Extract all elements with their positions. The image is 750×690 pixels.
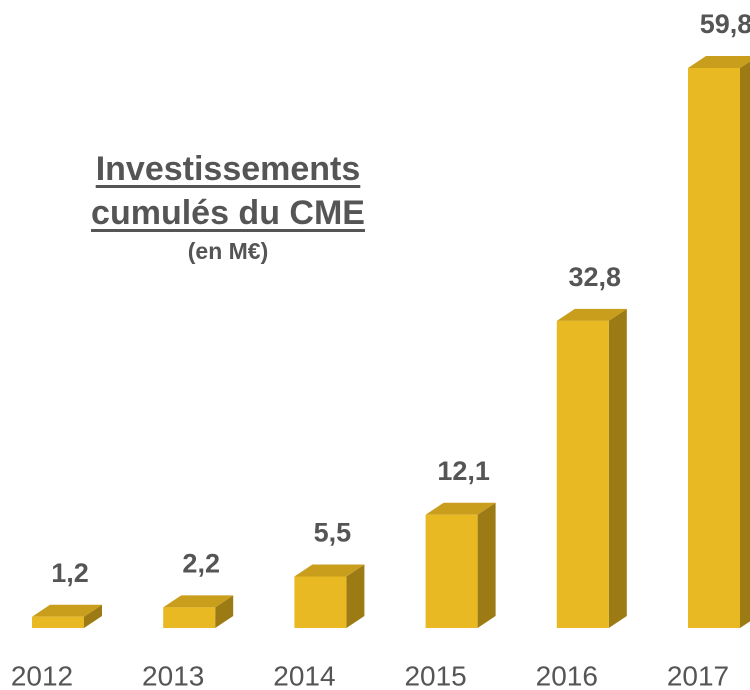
bar-side	[740, 61, 750, 628]
value-label: 59,8	[700, 9, 750, 39]
bar-side	[346, 564, 365, 628]
bar-side	[84, 604, 102, 628]
x-tick-label: 2015	[404, 660, 466, 690]
bar	[556, 320, 609, 628]
bar	[163, 607, 216, 628]
bar	[688, 68, 740, 628]
value-label: 32,8	[569, 262, 622, 292]
x-tick-label: 2017	[667, 660, 729, 690]
bar-top	[294, 564, 365, 577]
x-tick-label: 2012	[11, 660, 73, 690]
bar-top	[32, 604, 102, 617]
bar-top	[688, 56, 750, 68]
bar-side	[215, 595, 234, 628]
bar	[32, 616, 84, 628]
value-label: 5,5	[314, 518, 352, 548]
value-label: 12,1	[437, 456, 490, 486]
bar-top	[163, 595, 234, 608]
bar	[425, 514, 478, 628]
x-tick-label: 2013	[142, 660, 204, 690]
value-label: 1,2	[51, 558, 89, 588]
bar-top	[556, 308, 627, 321]
bar-side	[477, 502, 496, 628]
bar-top	[425, 502, 496, 515]
bar	[294, 576, 347, 628]
chart-subtitle: (en M€)	[187, 238, 269, 264]
bar-side	[608, 308, 627, 628]
x-tick-label: 2016	[536, 660, 598, 690]
value-label: 2,2	[182, 549, 220, 579]
x-tick-label: 2014	[273, 660, 335, 690]
chart-title: Investissements cumulés du CME	[91, 150, 365, 232]
